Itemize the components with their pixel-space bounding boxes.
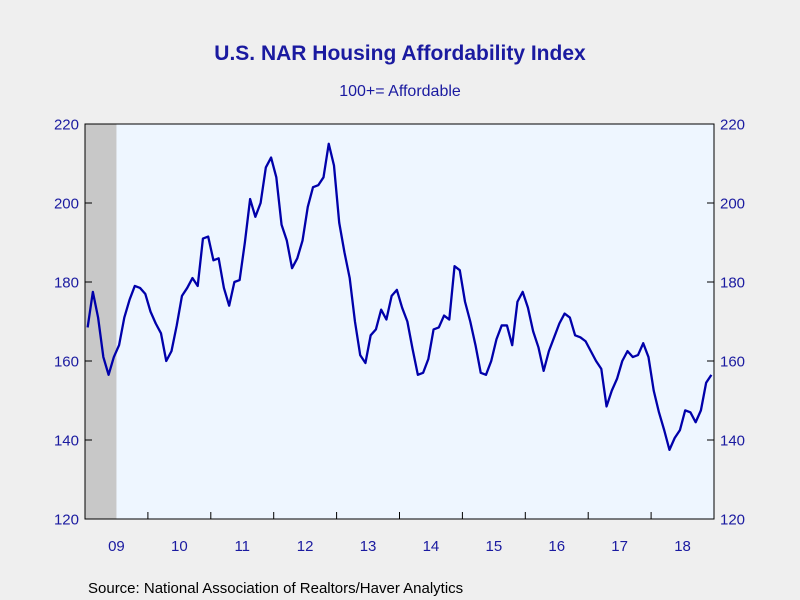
plot-area — [85, 124, 714, 519]
x-tick-label: 16 — [548, 538, 565, 555]
plot-frame — [84, 123, 715, 520]
x-tick-label: 12 — [297, 538, 314, 555]
y-tick-label-right: 120 — [720, 512, 745, 529]
y-tick-label-left: 160 — [54, 354, 79, 371]
y-tick-label-left: 120 — [54, 512, 79, 529]
x-axis-labels: 09 10 11 12 13 14 15 16 17 18 — [108, 538, 691, 555]
y-tick-label-left: 220 — [54, 117, 79, 134]
x-tick-label: 11 — [234, 538, 250, 555]
recession-shading — [85, 124, 117, 519]
y-tick-label-left: 200 — [54, 196, 79, 213]
chart-title: U.S. NAR Housing Affordability Index — [214, 42, 586, 65]
x-axis — [147, 512, 652, 519]
y-tick-label-right: 220 — [720, 117, 745, 134]
x-tick-label: 17 — [611, 538, 628, 555]
x-tick-label: 10 — [171, 538, 188, 555]
x-tick-label: 18 — [674, 538, 691, 555]
y-tick-label-left: 180 — [54, 275, 79, 292]
x-tick-label: 14 — [423, 538, 440, 555]
x-tick-label: 13 — [360, 538, 377, 555]
y-tick-label-right: 140 — [720, 433, 745, 450]
y-tick-label-left: 140 — [54, 433, 79, 450]
source-note: Source: National Association of Realtors… — [88, 580, 463, 597]
x-tick-label: 15 — [486, 538, 503, 555]
y-tick-label-right: 180 — [720, 275, 745, 292]
y-axis-left: 120 140 160 180 200 220 — [54, 117, 92, 529]
y-tick-label-right: 200 — [720, 196, 745, 213]
series-line — [86, 142, 713, 452]
y-axis-right: 120 140 160 180 200 220 — [707, 117, 745, 529]
chart-subtitle: 100+= Affordable — [339, 83, 461, 100]
y-tick-label-right: 160 — [720, 354, 745, 371]
x-tick-label: 09 — [108, 538, 125, 555]
